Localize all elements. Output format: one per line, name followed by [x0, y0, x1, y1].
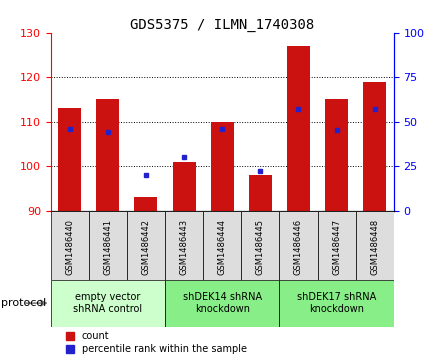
Bar [51, 211, 89, 280]
Bar [279, 280, 394, 327]
Bar [172, 162, 195, 211]
Bar [325, 99, 348, 211]
Bar [203, 211, 241, 280]
Bar [165, 280, 279, 327]
Bar [127, 211, 165, 280]
Text: GSM1486445: GSM1486445 [256, 219, 265, 275]
Bar [241, 211, 279, 280]
Text: protocol: protocol [1, 298, 46, 308]
Bar [356, 211, 394, 280]
Text: shDEK14 shRNA
knockdown: shDEK14 shRNA knockdown [183, 292, 262, 314]
Bar [51, 280, 165, 327]
Text: GSM1486441: GSM1486441 [103, 219, 112, 275]
Text: empty vector
shRNA control: empty vector shRNA control [73, 292, 143, 314]
Text: GSM1486447: GSM1486447 [332, 219, 341, 275]
Bar [89, 211, 127, 280]
Bar [287, 46, 310, 211]
Bar [249, 175, 272, 211]
Text: GSM1486440: GSM1486440 [65, 219, 74, 275]
Text: GSM1486448: GSM1486448 [370, 219, 379, 275]
Legend: count, percentile rank within the sample: count, percentile rank within the sample [64, 330, 249, 356]
Text: GSM1486446: GSM1486446 [294, 219, 303, 275]
Bar [58, 108, 81, 211]
Bar [135, 197, 158, 211]
Bar [363, 82, 386, 211]
Bar [211, 122, 234, 211]
Text: GSM1486443: GSM1486443 [180, 219, 189, 275]
Bar [318, 211, 356, 280]
Bar [279, 211, 318, 280]
Text: GSM1486444: GSM1486444 [218, 219, 227, 275]
Bar [96, 99, 119, 211]
Bar [165, 211, 203, 280]
Text: shDEK17 shRNA
knockdown: shDEK17 shRNA knockdown [297, 292, 376, 314]
Title: GDS5375 / ILMN_1740308: GDS5375 / ILMN_1740308 [130, 18, 314, 32]
Text: GSM1486442: GSM1486442 [141, 219, 150, 275]
